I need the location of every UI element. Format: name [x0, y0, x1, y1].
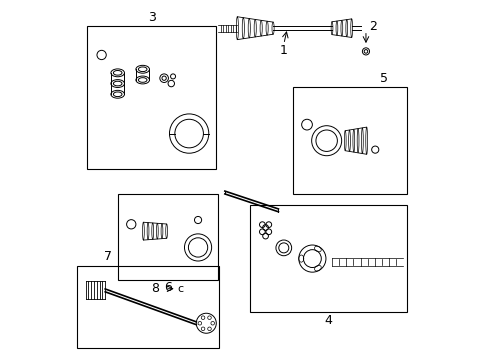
- Text: 7: 7: [104, 250, 112, 263]
- Bar: [249, 205, 406, 312]
- Bar: [77, 266, 219, 348]
- Bar: [87, 26, 216, 169]
- Bar: [118, 194, 217, 280]
- Text: 2: 2: [368, 20, 376, 33]
- Text: 4: 4: [324, 314, 332, 327]
- Text: c: c: [178, 284, 183, 294]
- Text: 8: 8: [151, 282, 159, 295]
- Text: 1: 1: [279, 44, 287, 57]
- Text: 6: 6: [163, 282, 171, 294]
- Bar: [292, 87, 406, 194]
- Text: 3: 3: [147, 11, 155, 24]
- Text: 5: 5: [379, 72, 387, 85]
